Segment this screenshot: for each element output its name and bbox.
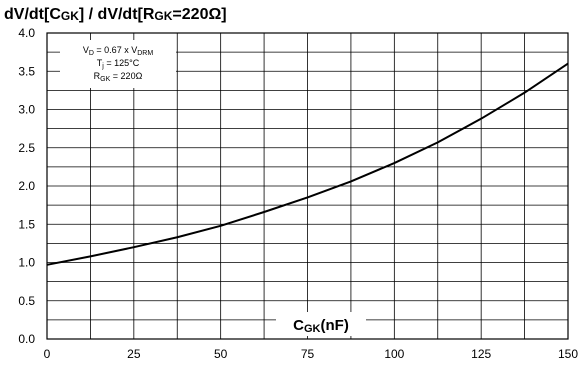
conditions-background bbox=[60, 40, 176, 88]
y-tick-label: 0.0 bbox=[18, 332, 35, 346]
chart-title: dV/dt[CGK] / dV/dt[RGK=220Ω] bbox=[4, 6, 227, 23]
x-axis-label-background bbox=[276, 312, 366, 336]
x-tick-label: 150 bbox=[558, 347, 578, 361]
plot-frame bbox=[46, 32, 569, 340]
y-axis-ticks: 0.0 0.5 1.0 1.5 2.0 2.5 3.0 3.5 4.0 bbox=[18, 26, 35, 346]
x-axis-ticks: 0 25 50 75 100 125 150 bbox=[44, 347, 579, 361]
y-tick-label: 2.0 bbox=[18, 179, 35, 193]
x-axis-label-sub: GK bbox=[304, 323, 321, 335]
condition-line: Tj = 125°C bbox=[97, 58, 140, 70]
x-tick-label: 100 bbox=[384, 347, 404, 361]
x-axis-label-unit: (nF) bbox=[321, 317, 349, 334]
condition-subscript: GK bbox=[100, 76, 110, 83]
condition-value: = 0.67 x V bbox=[94, 45, 137, 55]
y-tick-label: 2.5 bbox=[18, 141, 35, 155]
x-tick-label: 0 bbox=[44, 347, 51, 361]
title-part3: =220Ω] bbox=[172, 6, 226, 23]
condition-value: = 125°C bbox=[104, 58, 140, 68]
series-layer bbox=[46, 62, 569, 266]
condition-subscript: D bbox=[89, 50, 94, 57]
x-tick-label: 25 bbox=[127, 347, 141, 361]
x-axis-label: CGK(nF) bbox=[293, 317, 349, 335]
condition-symbol: V bbox=[83, 45, 89, 55]
condition-symbol: T bbox=[97, 58, 103, 68]
x-tick-label: 125 bbox=[471, 347, 491, 361]
y-tick-label: 3.5 bbox=[18, 64, 35, 78]
y-tick-label: 3.0 bbox=[18, 103, 35, 117]
condition-subscript: j bbox=[101, 63, 104, 70]
grid bbox=[46, 32, 569, 340]
condition-subscript-2: DRM bbox=[137, 50, 153, 57]
title-part2: ] / dV/dt[R bbox=[79, 6, 155, 23]
x-axis-label-main: C bbox=[293, 317, 304, 334]
y-tick-label: 1.5 bbox=[18, 217, 35, 231]
x-axis-label-box: CGK(nF) bbox=[276, 312, 366, 336]
condition-symbol: R bbox=[94, 71, 101, 81]
y-tick-label: 0.5 bbox=[18, 294, 35, 308]
condition-line: RGK = 220Ω bbox=[94, 71, 143, 83]
title-part2-sub: GK bbox=[154, 9, 172, 23]
title-part1-sub: GK bbox=[61, 9, 79, 23]
condition-line: VD = 0.67 x VDRM bbox=[83, 45, 153, 57]
y-tick-label: 1.0 bbox=[18, 256, 35, 270]
x-tick-label: 75 bbox=[301, 347, 315, 361]
x-tick-label: 50 bbox=[214, 347, 228, 361]
title-part1: dV/dt[C bbox=[4, 6, 61, 23]
y-tick-label: 4.0 bbox=[18, 26, 35, 40]
series-line bbox=[46, 62, 569, 266]
condition-value: = 220Ω bbox=[110, 71, 142, 81]
